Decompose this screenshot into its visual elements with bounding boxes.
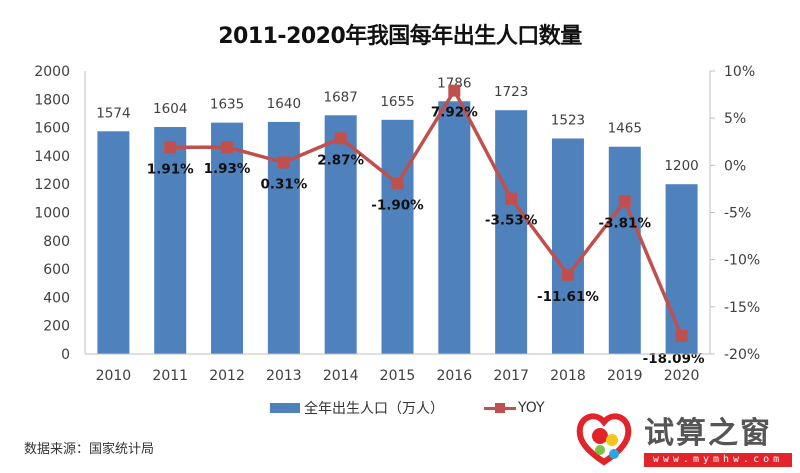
x-axis-tick: 2011: [152, 368, 188, 384]
data-source-note: 数据来源：国家统计局: [24, 442, 155, 457]
chart-title: 2011-2020年我国每年出生人口数量: [218, 24, 582, 49]
bar-value-label: 1687: [324, 89, 358, 105]
yoy-line: [170, 88, 684, 337]
left-axis-tick: 1000: [34, 206, 70, 222]
bar-value-label: 1640: [267, 96, 301, 112]
x-axis-tick: 2010: [96, 368, 132, 384]
bar-value-label: 1523: [551, 112, 585, 128]
heart-logo-icon: [576, 413, 632, 466]
yoy-value-label: 1.93%: [204, 161, 251, 177]
bar: [154, 127, 187, 354]
yoy-line-series: 1.91% 1.93% 0.31% 2.87% -1.90% 7.92% -3.53% -11…: [147, 84, 705, 367]
left-axis-tick: 1800: [34, 92, 70, 108]
bar-value-label: 1635: [210, 97, 244, 113]
bar-value-label: 1723: [494, 84, 528, 100]
right-axis-tick: 0%: [724, 158, 746, 174]
yoy-marker: [561, 268, 574, 281]
bar-value-label: 1200: [664, 158, 698, 174]
watermark-logo: 试算之窗 www.mymhw.com: [568, 408, 796, 470]
watermark-brand: 试算之窗: [644, 416, 772, 451]
yoy-marker: [277, 156, 290, 169]
left-axis-tick: 200: [43, 319, 70, 335]
legend-line-label: YOY: [518, 400, 545, 416]
yoy-marker: [448, 84, 461, 97]
left-axis-tick: 800: [43, 234, 70, 250]
yoy-value-label: 0.31%: [260, 176, 307, 192]
yoy-marker: [618, 195, 631, 208]
left-axis-tick: 400: [43, 290, 70, 306]
bar: [381, 119, 414, 354]
yoy-value-label: -3.53%: [485, 213, 538, 229]
left-axis-tick: 2000: [34, 64, 70, 80]
legend-bar-label: 全年出生人口（万人）: [304, 401, 444, 417]
legend-line-swatch-icon: [484, 403, 516, 413]
x-axis-tick: 2015: [380, 368, 416, 384]
yoy-value-label: -3.81%: [599, 215, 652, 231]
right-axis-tick: -15%: [724, 300, 760, 316]
bar: [665, 184, 698, 354]
bar: [551, 138, 584, 354]
yoy-marker: [505, 192, 518, 205]
bar-value-label: 1655: [380, 94, 414, 110]
bar: [495, 110, 528, 355]
left-axis-tick: 1400: [34, 149, 70, 165]
watermark-url: www.mymhw.com: [644, 453, 792, 467]
bar: [608, 146, 641, 354]
right-axis: -20% -15% -10% -5% 0% 5% 10%: [709, 64, 760, 363]
yoy-value-label: 2.87%: [317, 152, 364, 168]
yoy-value-label: -11.61%: [537, 289, 599, 305]
left-axis-tick: 600: [43, 262, 70, 278]
x-axis-tick: 2016: [436, 368, 472, 384]
yoy-marker: [334, 132, 347, 145]
right-axis-tick: -10%: [724, 253, 760, 269]
bar-value-label: 1465: [608, 121, 642, 137]
bar-value-label: 1574: [96, 105, 130, 121]
x-axis-tick: 2018: [550, 368, 586, 384]
legend: 全年出生人口（万人） YOY: [270, 398, 545, 418]
yoy-value-label: 1.91%: [147, 161, 194, 177]
yoy-marker: [675, 329, 688, 342]
x-axis-tick: 2013: [266, 368, 302, 384]
x-axis-tick: 2014: [323, 368, 359, 384]
bar: [438, 101, 471, 354]
x-axis-tick: 2017: [493, 368, 529, 384]
bar-value-label: 1786: [437, 75, 471, 91]
bar: [324, 115, 357, 355]
bar: [97, 131, 130, 354]
left-axis-tick: 0: [61, 347, 70, 363]
bar-series: 1574 1604 1635 1640 1687 1655 1786 1723 1523 1465…: [96, 75, 699, 355]
left-axis-tick: 1600: [34, 121, 70, 137]
yoy-marker: [221, 141, 234, 154]
x-axis-tick: 2019: [607, 368, 643, 384]
yoy-value-label: 7.92%: [431, 105, 478, 121]
right-axis-tick: -5%: [724, 206, 751, 222]
bar-value-label: 1604: [153, 101, 187, 117]
right-axis-tick: -20%: [724, 347, 760, 363]
left-axis: 0 200 400 600 800 1000 1200 1400 1600 1800 2000: [34, 64, 86, 363]
yoy-value-label: -1.90%: [371, 197, 424, 213]
x-axis-tick: 2012: [209, 368, 245, 384]
right-axis-tick: 10%: [724, 64, 755, 80]
yoy-marker: [164, 141, 177, 154]
right-axis-tick: 5%: [724, 111, 746, 127]
x-axis-tick: 2020: [664, 368, 700, 384]
legend-bar-swatch-icon: [270, 403, 300, 413]
left-axis-tick: 1200: [34, 177, 70, 193]
bar: [211, 122, 244, 355]
yoy-value-label: -18.09%: [643, 351, 705, 367]
yoy-marker: [391, 177, 404, 190]
chart-plot: 0 200 400 600 800 1000 1200 1400 1600 1800 2000 -2…: [34, 64, 760, 384]
x-axis: 2010 2011 2012 2013 2014 2015 2016 2017 2018 2019…: [85, 353, 710, 384]
